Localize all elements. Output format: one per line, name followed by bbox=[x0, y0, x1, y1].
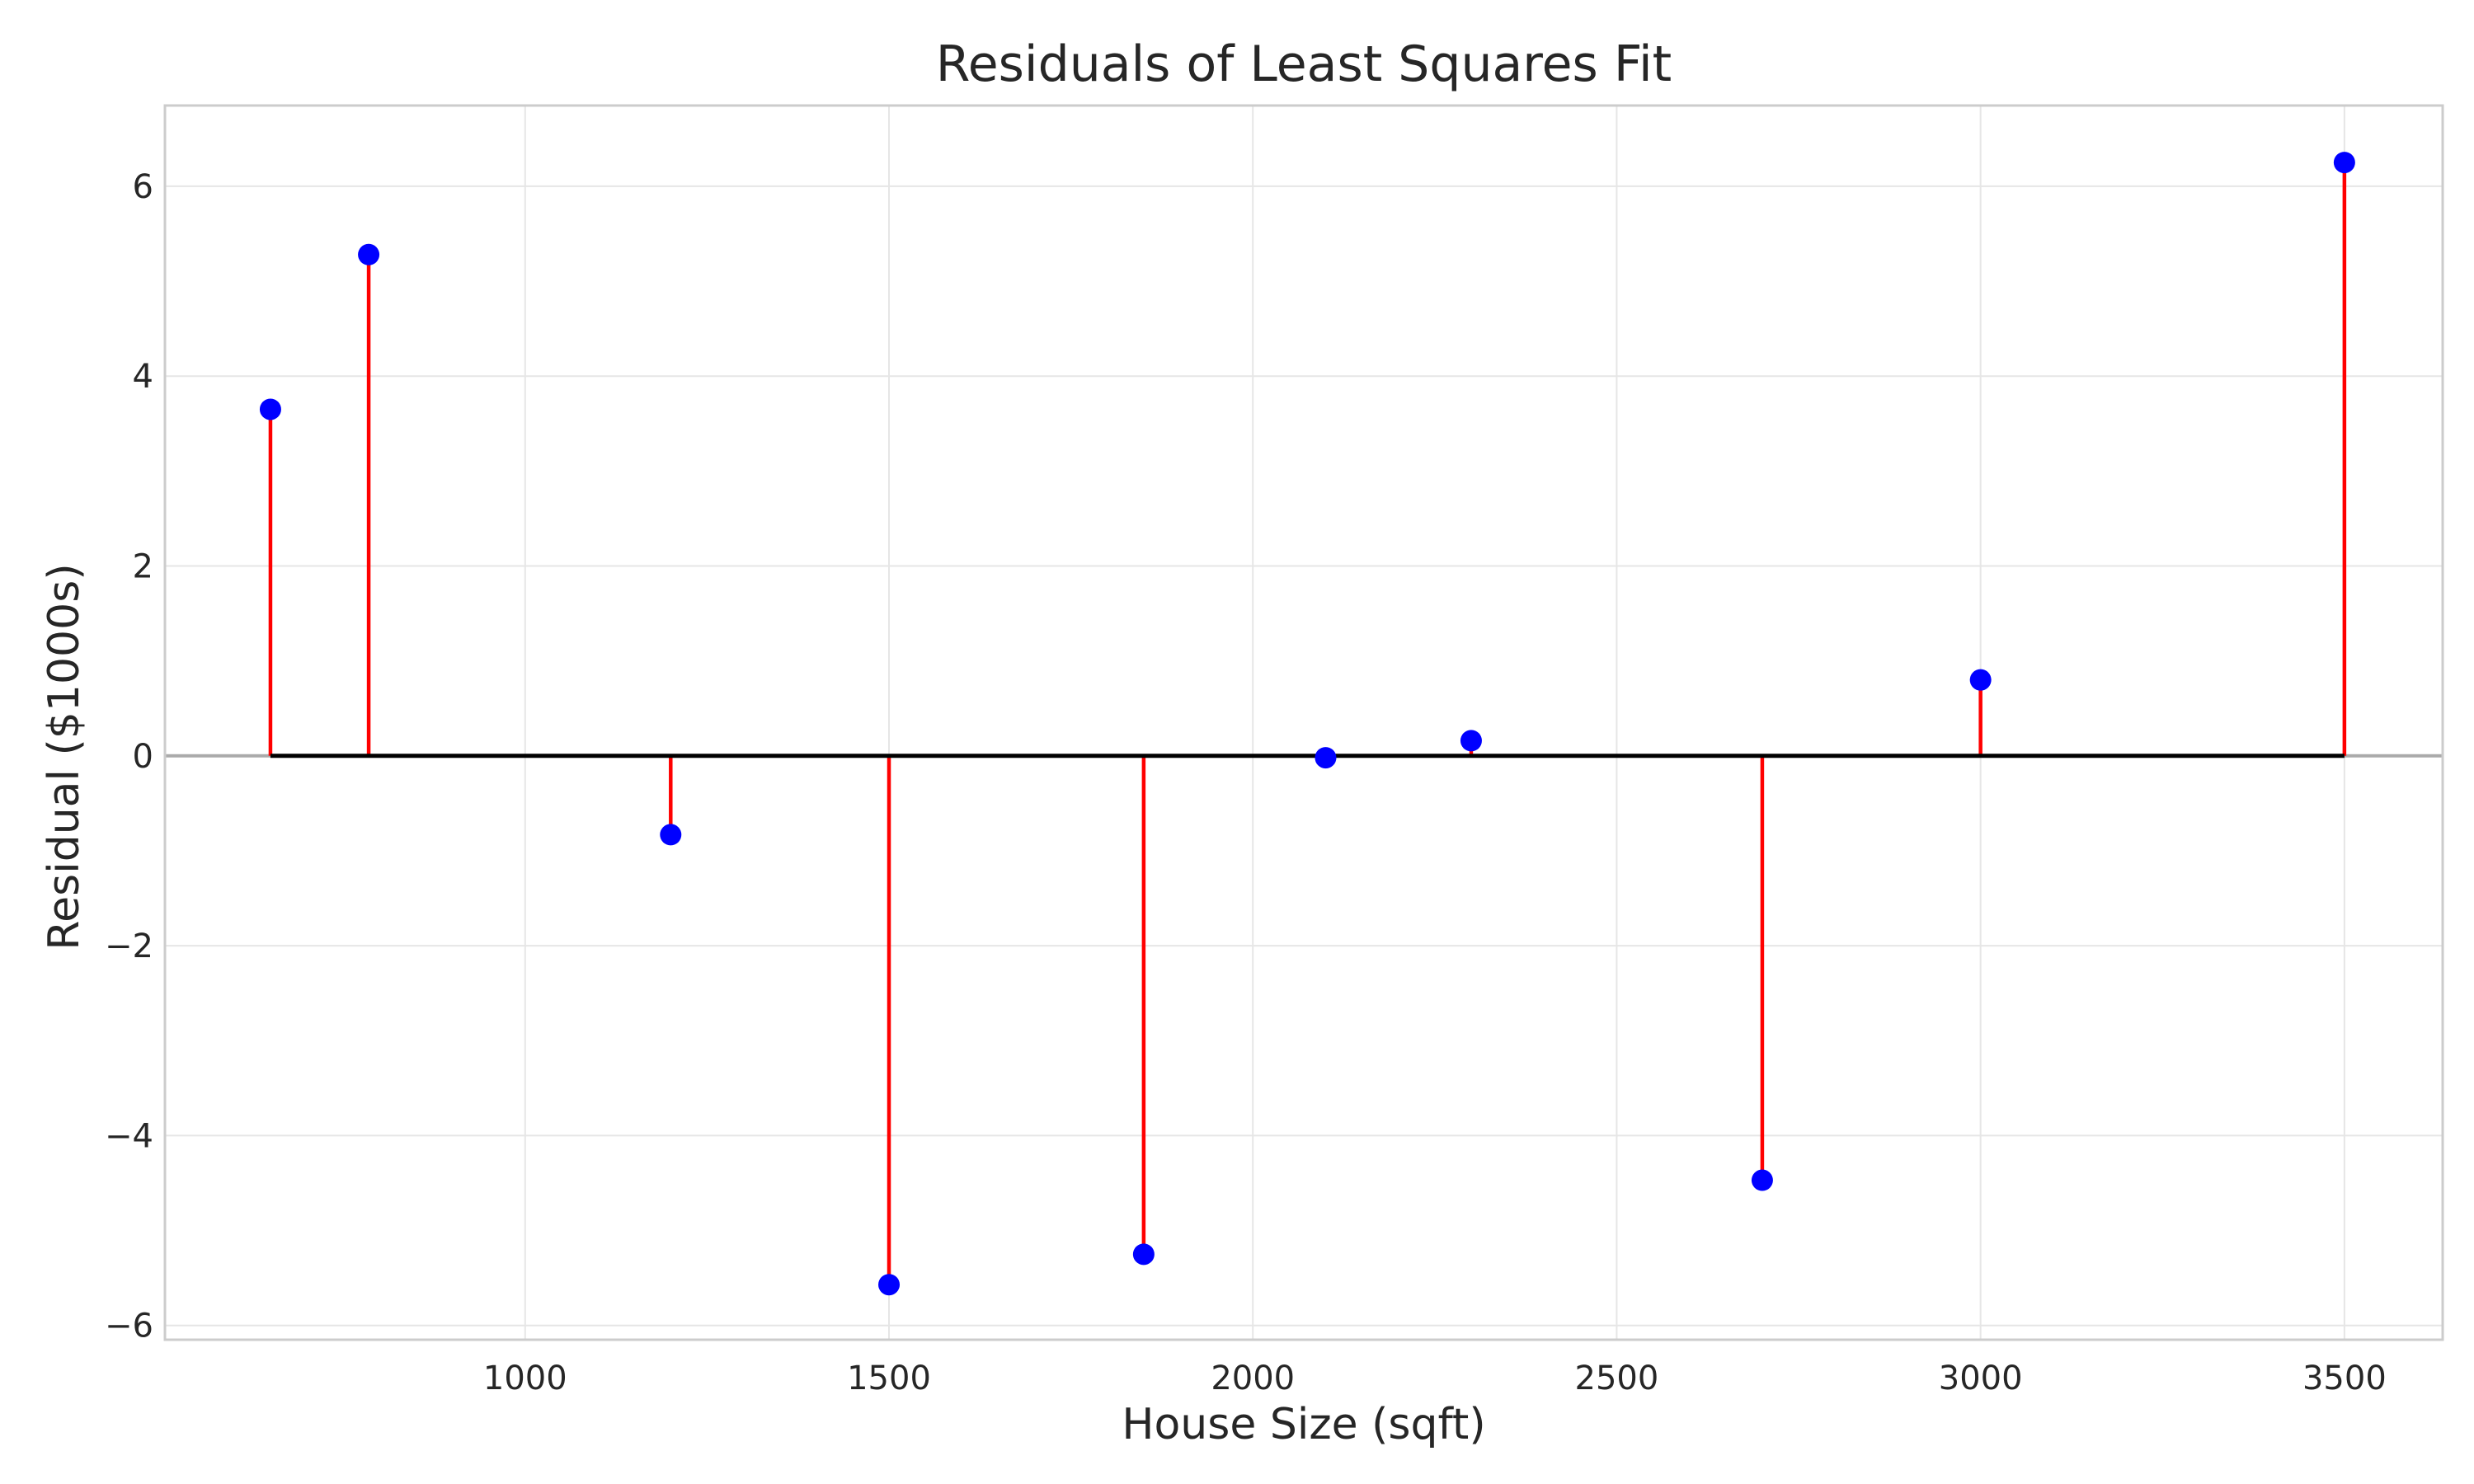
y-tick-label: −6 bbox=[105, 1308, 153, 1345]
chart-title: Residuals of Least Squares Fit bbox=[936, 35, 1672, 93]
data-points bbox=[259, 152, 2355, 1296]
data-point bbox=[259, 398, 281, 420]
y-tick-label: 6 bbox=[133, 168, 153, 206]
y-tick-label: 2 bbox=[133, 547, 153, 585]
x-tick-label: 2000 bbox=[1211, 1360, 1295, 1397]
x-tick-label: 1000 bbox=[483, 1360, 567, 1397]
y-axis-ticks: −6 −4 −2 0 2 4 6 bbox=[105, 168, 153, 1345]
data-point bbox=[1132, 1243, 1155, 1266]
y-tick-label: −4 bbox=[105, 1117, 153, 1155]
data-point bbox=[1460, 730, 1482, 752]
x-tick-label: 3500 bbox=[2302, 1360, 2387, 1397]
x-axis-label: House Size (sqft) bbox=[1122, 1400, 1485, 1449]
data-point bbox=[660, 824, 682, 846]
data-point bbox=[1969, 669, 1992, 691]
x-tick-label: 1500 bbox=[847, 1360, 931, 1397]
data-point bbox=[1315, 747, 1337, 769]
data-point bbox=[1751, 1169, 1773, 1191]
y-tick-label: 4 bbox=[133, 358, 153, 396]
x-tick-label: 2500 bbox=[1575, 1360, 1659, 1397]
residual-stems bbox=[268, 162, 2347, 1285]
x-tick-label: 3000 bbox=[1939, 1360, 2023, 1397]
y-axis-label: Residual ($1000s) bbox=[40, 563, 89, 950]
plot-frame bbox=[163, 104, 2444, 1341]
data-point bbox=[358, 243, 380, 265]
y-tick-label: 0 bbox=[133, 738, 153, 776]
data-point bbox=[2333, 152, 2355, 174]
data-point bbox=[878, 1274, 901, 1296]
x-axis-ticks: 1000 1500 2000 2500 3000 3500 bbox=[483, 1360, 2387, 1397]
y-tick-label: −2 bbox=[105, 928, 153, 965]
